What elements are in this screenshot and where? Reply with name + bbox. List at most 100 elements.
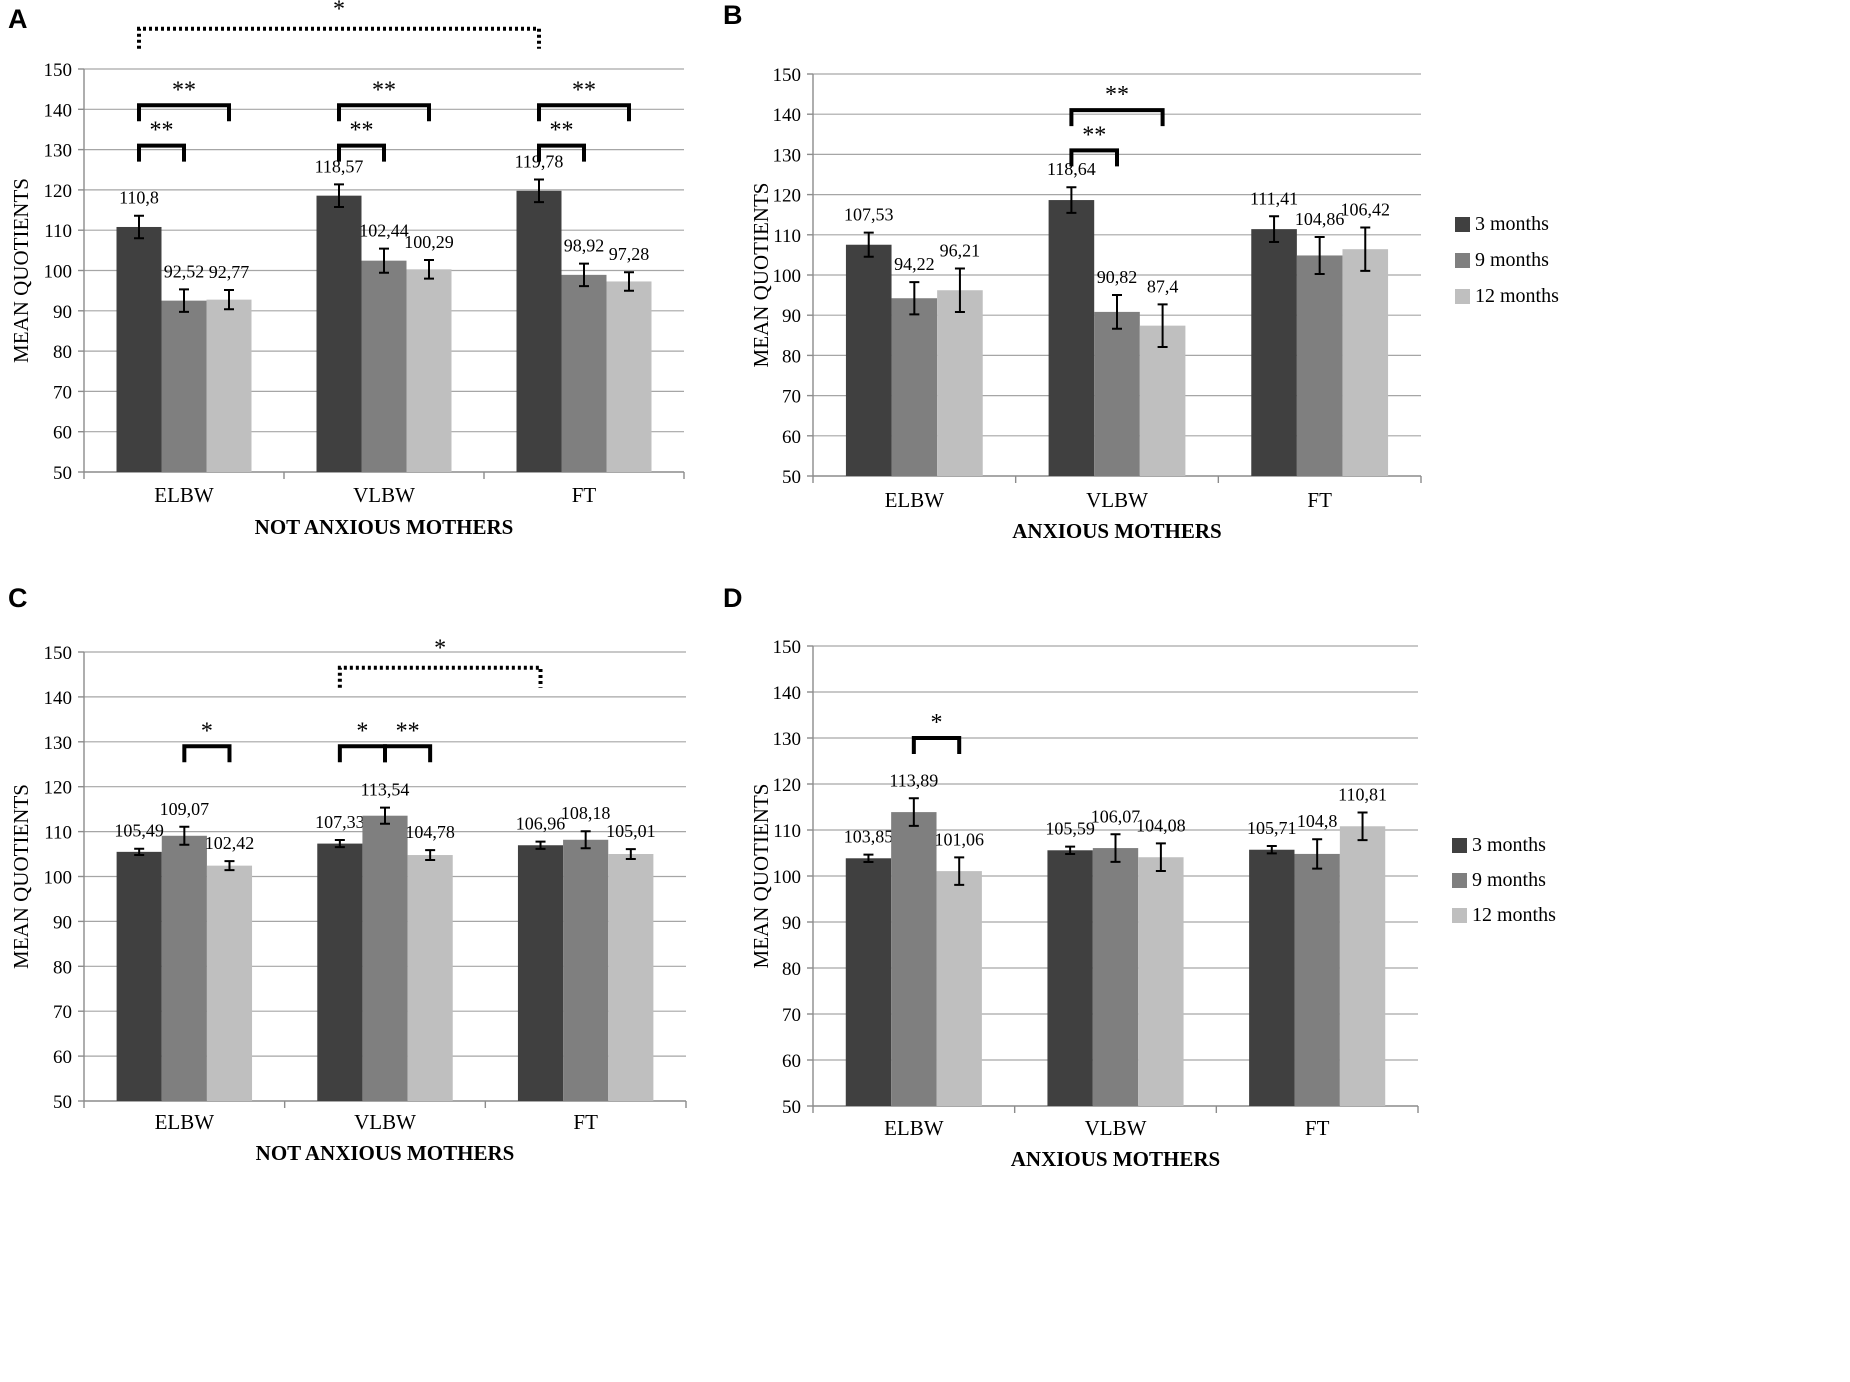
- data-label: 108,18: [561, 803, 611, 823]
- significance-marker: *: [333, 0, 345, 23]
- data-label: 110,81: [1338, 784, 1387, 804]
- bar-9-months: [891, 298, 938, 476]
- significance-bracket: [337, 744, 387, 763]
- bar-3-months: [845, 858, 892, 1106]
- y-tick-label: 120: [773, 186, 802, 207]
- y-tick-label: 100: [44, 262, 73, 283]
- data-label: 102,42: [205, 833, 255, 853]
- y-tick-label: 110: [773, 226, 801, 247]
- legend-swatch: [1455, 253, 1470, 268]
- y-tick-label: 90: [782, 306, 801, 327]
- significance-marker: **: [550, 118, 574, 144]
- y-tick-label: 50: [53, 463, 72, 484]
- bar-3-months: [116, 226, 162, 472]
- legend-label: 3 months: [1475, 213, 1549, 235]
- bar-3-months: [845, 244, 892, 476]
- y-tick-label: 110: [44, 823, 72, 844]
- bar-3-months: [1048, 200, 1095, 476]
- data-label: 97,28: [609, 244, 650, 264]
- error-bar: [863, 853, 874, 863]
- error-bar: [909, 281, 920, 316]
- error-bar: [1066, 186, 1077, 214]
- error-bar: [1110, 833, 1121, 863]
- y-tick-label: 150: [44, 643, 73, 664]
- bar-12-months: [1342, 249, 1389, 476]
- chart-panel-c: C 50 60 70 80 90 100 110 120 130 140 150 MEAN QUOTIE…: [8, 583, 687, 1165]
- data-label: 98,92: [564, 236, 605, 256]
- significance-bracket: [911, 736, 962, 754]
- legend-label: 9 months: [1475, 249, 1549, 271]
- legend-swatch: [1455, 289, 1470, 304]
- error-bar: [624, 271, 634, 292]
- y-tick-label: 60: [782, 427, 801, 448]
- y-tick-label: 70: [782, 387, 801, 408]
- error-bar: [334, 183, 344, 208]
- y-tick-label: 120: [44, 778, 73, 799]
- significance-bracket: [537, 143, 586, 162]
- bar-12-months: [606, 281, 652, 472]
- bar-12-months: [936, 871, 982, 1106]
- x-category-label: VLBW: [1086, 488, 1148, 512]
- significance-bracket: [337, 143, 386, 162]
- error-bar: [1157, 303, 1168, 348]
- y-tick-label: 150: [773, 65, 802, 86]
- y-tick-label: 150: [44, 60, 73, 81]
- y-tick-label: 90: [53, 912, 72, 933]
- bar-12-months: [937, 290, 983, 476]
- y-tick-label: 80: [782, 346, 801, 367]
- error-bar: [1360, 226, 1371, 272]
- x-category-label: VLBW: [1085, 1116, 1147, 1140]
- chart-panel-d: D 50 60 70 80 90 100 110 120 130 140 150 MEAN QUOTIE…: [723, 583, 1556, 1171]
- x-category-label: FT: [573, 1110, 598, 1134]
- x-category-label: ELBW: [884, 1116, 944, 1140]
- error-bar: [580, 830, 591, 850]
- legend-swatch: [1455, 217, 1470, 232]
- error-bar: [425, 849, 436, 861]
- y-tick-label: 100: [773, 867, 802, 888]
- y-axis-title: MEAN QUOTIENTS: [749, 183, 773, 368]
- bar-3-months: [1251, 229, 1297, 476]
- y-axis-title: MEAN QUOTIENTS: [9, 178, 33, 363]
- error-bar: [1065, 845, 1076, 855]
- data-label: 118,64: [1047, 159, 1096, 179]
- chart-panel-a: A 50 60 70 80 90 100 110 120 130 140 150 MEAN QUOTIE…: [8, 0, 685, 539]
- y-tick-label: 150: [773, 637, 802, 658]
- y-tick-label: 110: [773, 821, 801, 842]
- y-tick-label: 70: [53, 382, 72, 403]
- y-tick-label: 130: [773, 729, 802, 750]
- y-tick-label: 100: [773, 266, 802, 287]
- y-axis-title: MEAN QUOTIENTS: [9, 784, 33, 969]
- y-axis-title: MEAN QUOTIENTS: [749, 784, 773, 969]
- data-label: 94,22: [894, 254, 935, 274]
- significance-marker: **: [1082, 122, 1106, 148]
- bar-3-months: [116, 851, 162, 1101]
- data-label: 105,49: [114, 821, 164, 841]
- significance-marker: *: [931, 710, 943, 736]
- legend-label: 12 months: [1475, 285, 1559, 307]
- significance-dotted-bracket: [137, 26, 541, 49]
- x-axis-title: ANXIOUS MOTHERS: [1012, 519, 1221, 543]
- error-bar: [625, 848, 636, 860]
- error-bar: [1269, 215, 1280, 243]
- bar-3-months: [1249, 849, 1295, 1106]
- y-tick-label: 130: [44, 141, 73, 162]
- significance-marker: **: [396, 718, 420, 744]
- error-bar: [134, 214, 144, 240]
- significance-marker: *: [434, 636, 446, 662]
- significance-bracket: [137, 143, 186, 162]
- error-bar: [1357, 811, 1368, 842]
- error-bar: [134, 847, 145, 856]
- y-tick-label: 50: [782, 1097, 801, 1118]
- bar-9-months: [891, 812, 937, 1106]
- significance-marker: *: [356, 718, 368, 744]
- data-label: 103,85: [844, 827, 894, 847]
- error-bar: [1314, 235, 1325, 275]
- error-bar: [1155, 842, 1166, 873]
- bar-9-months: [1092, 848, 1139, 1106]
- data-label: 104,86: [1295, 209, 1345, 229]
- bar-9-months: [362, 815, 408, 1101]
- legend-swatch: [1452, 873, 1467, 888]
- data-label: 105,59: [1045, 819, 1095, 839]
- error-bar: [535, 840, 546, 850]
- x-category-label: VLBW: [353, 483, 415, 507]
